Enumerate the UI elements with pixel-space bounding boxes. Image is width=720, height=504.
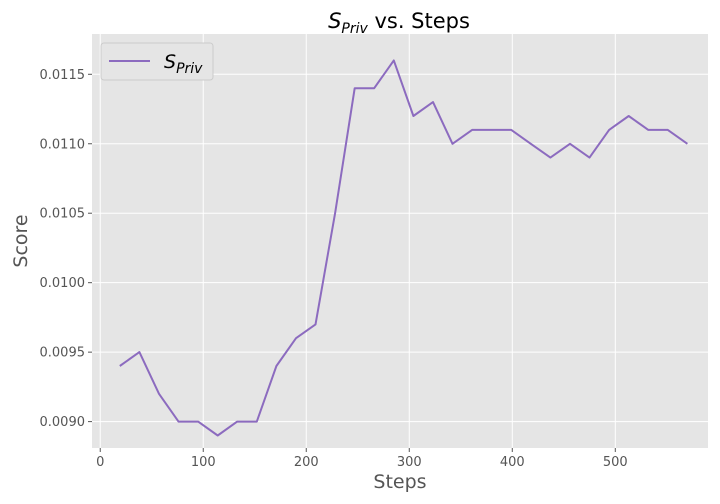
legend-entry: SPriv	[164, 51, 203, 77]
series-layer	[119, 59, 688, 437]
plot-area	[92, 34, 708, 448]
y-axis-label: Score	[10, 214, 32, 267]
y-tick-label: 0.0105	[40, 207, 86, 222]
y-tick-label: 0.0095	[40, 346, 86, 361]
title-symbol: S	[328, 9, 341, 33]
title-suffix: vs. Steps	[368, 9, 470, 33]
title-subscript: Priv	[341, 21, 368, 37]
y-tick-label: 0.0115	[40, 68, 86, 83]
y-tick-label: 0.0100	[40, 276, 86, 291]
grid-lines	[92, 34, 708, 448]
x-tick-label: 500	[603, 455, 628, 470]
series-line	[119, 59, 688, 437]
x-axis-label: Steps	[373, 471, 426, 493]
y-tick-label: 0.0090	[40, 415, 86, 430]
x-tick-label: 200	[294, 455, 319, 470]
x-tick-label: 300	[397, 455, 422, 470]
x-tick-label: 0	[96, 455, 104, 470]
x-tick-label: 400	[500, 455, 525, 470]
chart-title: SPriv vs. Steps	[328, 9, 470, 37]
x-axis-ticks: 0 100 200 300 400 500	[96, 448, 628, 470]
legend: SPriv	[100, 42, 214, 81]
y-tick-label: 0.0110	[40, 137, 86, 152]
x-tick-label: 100	[191, 455, 216, 470]
y-axis-ticks: 0.0090 0.0095 0.0100 0.0105 0.0110 0.0115	[40, 68, 92, 430]
legend-box	[100, 42, 214, 81]
